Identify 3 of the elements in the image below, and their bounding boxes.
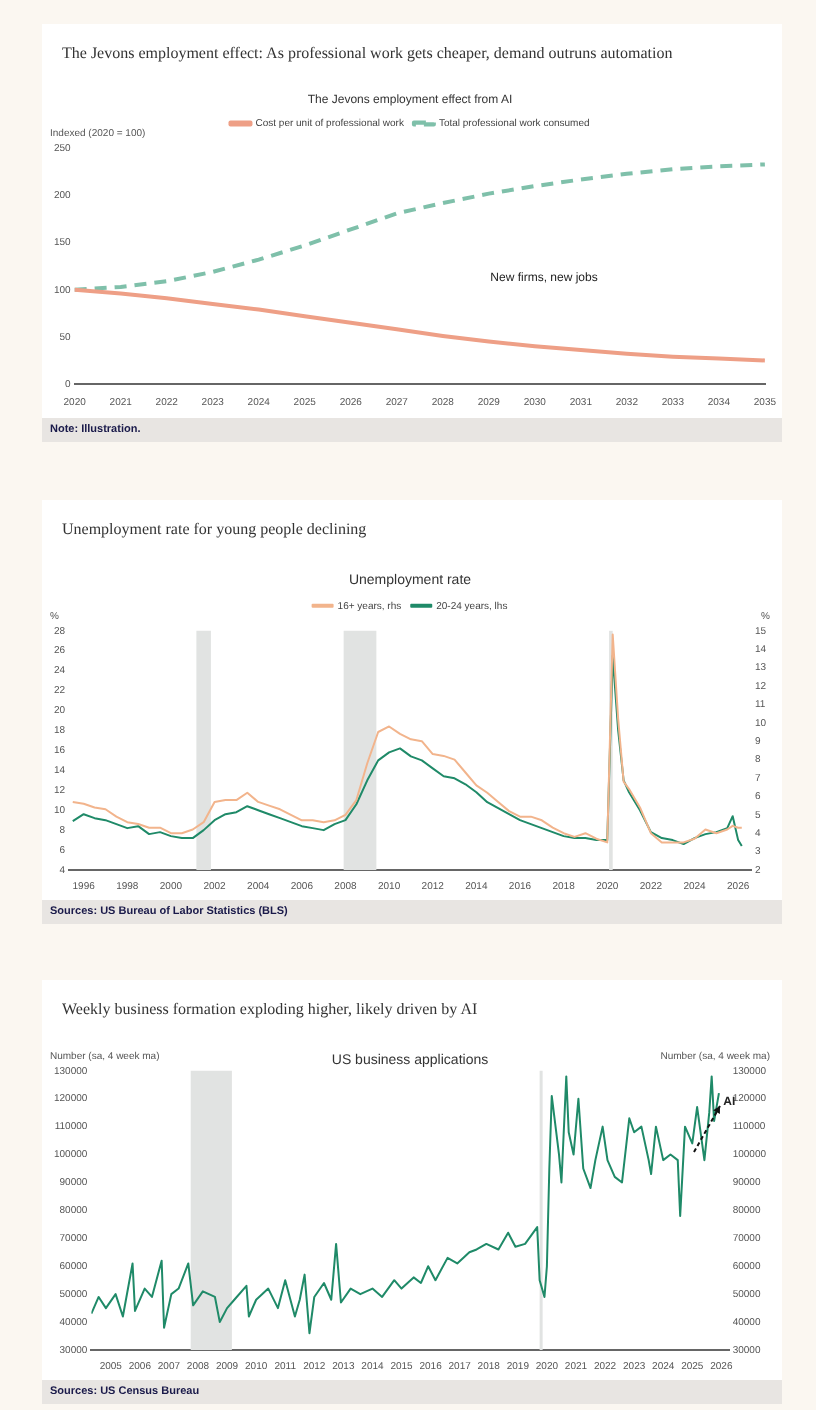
chart-title: Unemployment rate for young people declining [60,518,369,542]
chart-title: Weekly business formation exploding higher, likely driven by AI [60,998,480,1022]
chart-title: The Jevons employment effect: As professional work gets cheaper, demand outruns automation [60,42,675,66]
